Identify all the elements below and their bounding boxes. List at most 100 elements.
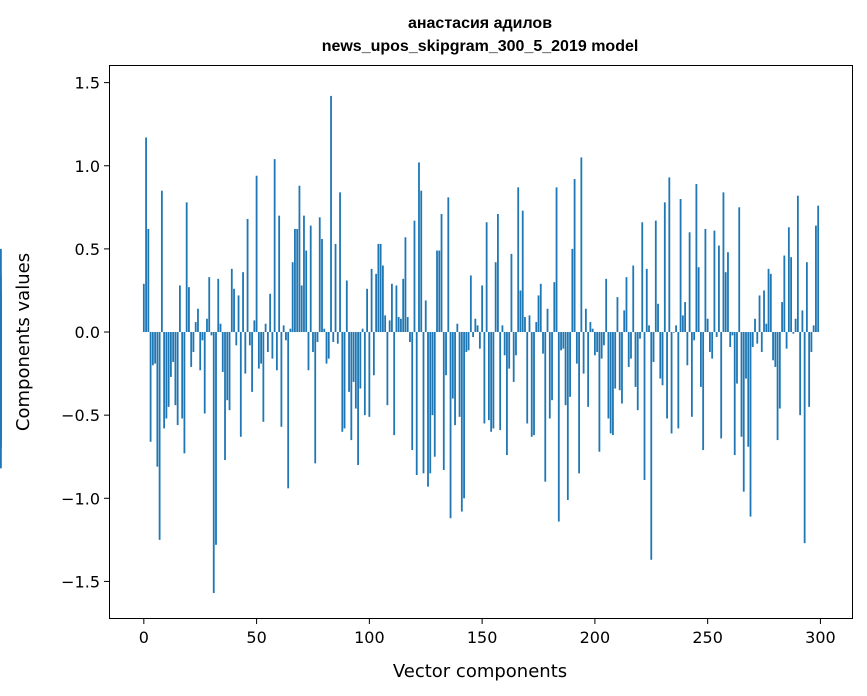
bar-85	[334, 243, 337, 333]
bar-93	[352, 332, 355, 382]
bar-163	[510, 253, 513, 333]
bar-237	[677, 332, 680, 429]
bar-251	[709, 332, 711, 352]
bar-130	[436, 250, 438, 333]
bar-222	[643, 332, 646, 480]
bar-99	[366, 288, 368, 333]
bar-70	[300, 285, 303, 333]
bar-106	[381, 265, 384, 333]
bar-4	[151, 332, 154, 366]
bar-45	[244, 332, 247, 374]
bar-298	[815, 225, 817, 333]
bar-274	[760, 332, 763, 352]
bar-173	[533, 332, 535, 436]
bar-190	[571, 248, 574, 333]
bar-28	[206, 318, 208, 333]
bar-177	[542, 332, 544, 354]
bar-268	[747, 332, 750, 447]
bar-181	[551, 332, 553, 401]
x-axis-ticks: 0 50 100 150 200 250 300	[139, 618, 836, 647]
bar-29	[208, 277, 211, 333]
bar-239	[681, 315, 684, 333]
bar-24	[197, 308, 199, 333]
bar-275	[763, 290, 765, 333]
bar-230	[661, 332, 664, 386]
bar-217	[632, 265, 635, 333]
bar-129	[433, 332, 436, 457]
bar-undefined	[0, 308, 2, 333]
bar-269	[749, 332, 752, 517]
bar-96	[359, 332, 362, 389]
bar-26	[201, 332, 204, 341]
bar-49	[253, 320, 256, 333]
bar-223	[645, 268, 648, 333]
bar-148	[476, 325, 479, 333]
bar-188	[566, 332, 569, 500]
y-tick-label: −1.0	[61, 489, 100, 508]
bar-169	[524, 317, 526, 333]
bar-246	[697, 267, 700, 333]
bar-296	[810, 332, 813, 352]
bar-108	[386, 332, 389, 406]
bar-34	[219, 323, 222, 333]
bar-89	[343, 332, 346, 429]
bar-252	[711, 332, 714, 359]
bar-81	[325, 332, 328, 364]
bar-155	[492, 332, 495, 429]
bar-35	[221, 332, 224, 372]
bar-140	[458, 332, 461, 417]
bar-undefined	[0, 332, 2, 469]
bar-236	[675, 325, 677, 333]
bar-180	[548, 332, 551, 419]
bar-132	[440, 213, 443, 333]
bar-248	[702, 332, 705, 451]
bar-31	[212, 332, 215, 594]
bar-215	[627, 332, 630, 367]
bar-276	[765, 323, 768, 333]
bar-56	[269, 293, 272, 333]
bar-30	[210, 332, 213, 336]
bar-232	[666, 332, 668, 419]
bar-143	[465, 332, 468, 352]
bar-206	[607, 332, 610, 419]
bar-159	[501, 325, 504, 333]
bar-80	[323, 328, 326, 333]
bar-178	[544, 332, 547, 482]
bar-36	[224, 332, 226, 461]
bar-288	[792, 332, 795, 334]
bar-224	[648, 325, 650, 333]
bar-286	[787, 227, 790, 333]
x-tick-label: 150	[467, 628, 498, 647]
bar-22	[192, 332, 195, 352]
bar-209	[614, 332, 617, 389]
bar-90	[345, 280, 348, 333]
bar-294	[805, 262, 808, 333]
bar-166	[517, 187, 520, 333]
bar-228	[657, 303, 659, 333]
bar-247	[699, 332, 702, 387]
bar-73	[307, 332, 310, 371]
bar-287	[790, 257, 792, 333]
bar-7	[158, 332, 161, 540]
bar-160	[503, 332, 506, 356]
bar-13	[172, 332, 175, 362]
bar-124	[422, 332, 425, 474]
bar-270	[751, 332, 754, 347]
bar-156	[494, 262, 497, 333]
bar-18	[183, 332, 186, 454]
bar-104	[377, 243, 380, 333]
bar-32	[215, 332, 217, 545]
bar-27	[203, 332, 206, 414]
bar-193	[578, 332, 580, 474]
bar-145	[469, 275, 472, 333]
bar-76	[314, 332, 317, 464]
bar-133	[442, 332, 445, 471]
bar-125	[424, 300, 427, 333]
bar-255	[718, 245, 720, 333]
bar-11	[167, 332, 170, 407]
y-tick-label: −1.5	[61, 572, 100, 591]
bar-218	[634, 332, 637, 387]
bar-141	[460, 332, 463, 512]
bar-110	[391, 283, 393, 333]
